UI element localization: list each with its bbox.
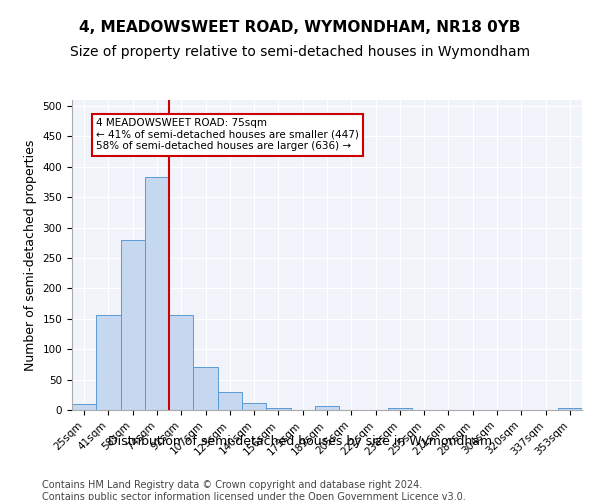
Text: Distribution of semi-detached houses by size in Wymondham: Distribution of semi-detached houses by …	[108, 435, 492, 448]
Bar	[266, 408, 290, 410]
Bar	[121, 240, 145, 410]
Text: 4 MEADOWSWEET ROAD: 75sqm
← 41% of semi-detached houses are smaller (447)
58% of: 4 MEADOWSWEET ROAD: 75sqm ← 41% of semi-…	[96, 118, 359, 152]
Bar	[315, 406, 339, 410]
Text: Contains HM Land Registry data © Crown copyright and database right 2024.
Contai: Contains HM Land Registry data © Crown c…	[42, 480, 466, 500]
Bar	[242, 404, 266, 410]
Bar	[558, 408, 582, 410]
Bar	[193, 368, 218, 410]
Bar	[96, 314, 121, 410]
Bar	[169, 314, 193, 410]
Bar	[72, 404, 96, 410]
Y-axis label: Number of semi-detached properties: Number of semi-detached properties	[24, 140, 37, 370]
Bar	[388, 408, 412, 410]
Text: 4, MEADOWSWEET ROAD, WYMONDHAM, NR18 0YB: 4, MEADOWSWEET ROAD, WYMONDHAM, NR18 0YB	[79, 20, 521, 35]
Bar	[218, 392, 242, 410]
Bar	[145, 176, 169, 410]
Text: Size of property relative to semi-detached houses in Wymondham: Size of property relative to semi-detach…	[70, 45, 530, 59]
